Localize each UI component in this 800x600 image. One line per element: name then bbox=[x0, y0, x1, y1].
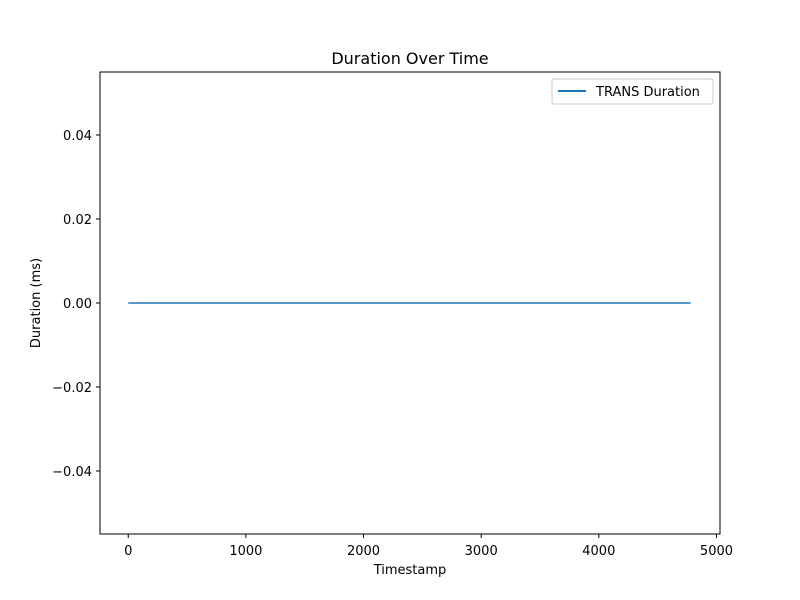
y-tick-label: 0.02 bbox=[63, 213, 92, 228]
y-axis-label: Duration (ms) bbox=[29, 258, 44, 348]
y-tick-label: −0.02 bbox=[52, 381, 92, 396]
legend-label: TRANS Duration bbox=[595, 85, 700, 100]
legend: TRANS Duration bbox=[551, 78, 714, 105]
y-tick-label: 0.00 bbox=[63, 297, 92, 312]
x-tick-label: 4000 bbox=[582, 544, 615, 559]
x-axis-label: Timestamp bbox=[373, 563, 447, 578]
plot-frame bbox=[99, 71, 721, 535]
y-tick-label: 0.04 bbox=[63, 129, 92, 144]
x-tick-label: 1000 bbox=[229, 544, 262, 559]
y-tick-label: −0.04 bbox=[52, 465, 92, 480]
x-tick-label: 5000 bbox=[700, 544, 733, 559]
chart-title: Duration Over Time bbox=[331, 49, 488, 68]
x-tick-label: 2000 bbox=[347, 544, 380, 559]
y-axis-ticks: −0.04 −0.02 0.00 0.02 0.04 bbox=[52, 129, 100, 480]
x-tick-label: 0 bbox=[124, 544, 132, 559]
x-axis-ticks: 0 1000 2000 3000 4000 5000 bbox=[124, 534, 733, 559]
legend-box bbox=[551, 78, 714, 105]
x-tick-label: 3000 bbox=[465, 544, 498, 559]
